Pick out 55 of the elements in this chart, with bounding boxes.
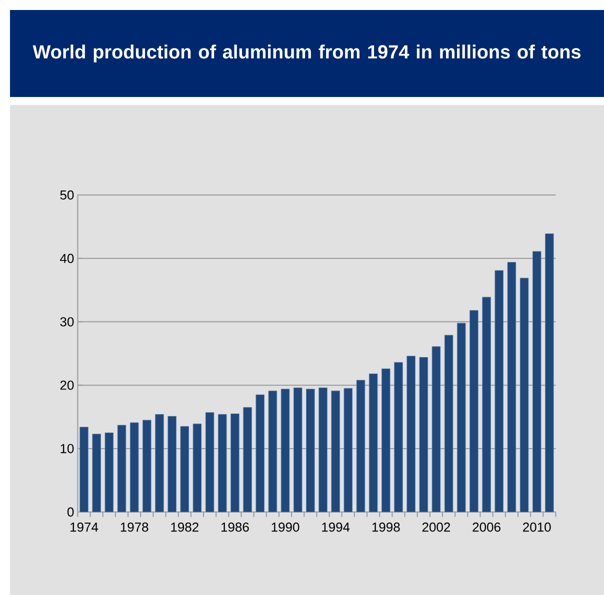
- x-tick-label: 1994: [322, 522, 350, 532]
- bar: [205, 412, 214, 512]
- bar: [280, 388, 290, 512]
- bar: [318, 388, 328, 512]
- bar: [520, 278, 529, 512]
- bar: [470, 310, 478, 512]
- x-tick-label: 1998: [372, 522, 400, 532]
- bar: [406, 356, 416, 512]
- bar: [230, 414, 240, 512]
- x-tick-label: 1990: [272, 522, 300, 532]
- y-tick-label: 20: [60, 380, 74, 390]
- bar: [117, 424, 126, 512]
- bar: [382, 368, 390, 512]
- bar: [344, 388, 353, 512]
- bar: [218, 414, 227, 512]
- chart-title: World production of aluminum from 1974 in millions of tons: [32, 44, 581, 62]
- bar: [293, 388, 302, 512]
- bar: [243, 407, 252, 512]
- bar: [155, 414, 164, 512]
- bar: [130, 422, 139, 512]
- bar: [80, 426, 88, 512]
- x-tick-label: 1982: [171, 522, 198, 532]
- y-tick-label: 0: [67, 507, 74, 517]
- bar: [92, 434, 101, 512]
- y-tick-label: 40: [60, 254, 74, 264]
- bar: [494, 270, 504, 512]
- bar: [394, 362, 403, 512]
- bar: [331, 390, 340, 512]
- x-tick-label: 1986: [221, 522, 249, 532]
- bar: [104, 432, 114, 512]
- x-tick-label: 1978: [120, 522, 148, 532]
- y-tick-label: 50: [60, 190, 74, 200]
- bar: [168, 416, 176, 512]
- y-tick-label: 30: [60, 317, 74, 326]
- x-tick-label: 2010: [523, 522, 551, 532]
- bar: [368, 374, 378, 512]
- bar: [545, 233, 554, 512]
- bar: [532, 251, 542, 512]
- x-tick-label: 2002: [422, 522, 450, 532]
- bar: [482, 296, 491, 512]
- bar: [432, 346, 441, 512]
- x-tick-label: 2006: [472, 522, 500, 532]
- bar: [256, 394, 264, 512]
- bar: [192, 424, 202, 512]
- bar: [457, 322, 466, 512]
- bar: [444, 334, 454, 512]
- y-tick-label: 10: [60, 444, 74, 454]
- bar: [356, 380, 366, 512]
- bar: [180, 426, 189, 512]
- x-tick-label: 1974: [70, 522, 98, 532]
- bar: [507, 262, 516, 512]
- bar: [419, 357, 428, 512]
- bar: [306, 388, 315, 512]
- bar: [268, 390, 278, 512]
- bar: [142, 420, 152, 512]
